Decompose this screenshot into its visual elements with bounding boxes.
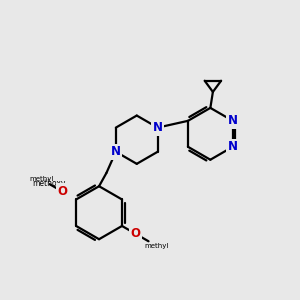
Text: N: N — [228, 114, 238, 127]
Text: N: N — [153, 121, 163, 134]
Text: N: N — [228, 140, 238, 153]
Text: methoxy: methoxy — [32, 179, 65, 188]
Text: O: O — [130, 227, 140, 240]
Text: O: O — [58, 185, 68, 198]
Text: methyl: methyl — [144, 243, 168, 249]
Text: N: N — [111, 145, 121, 158]
Text: O: O — [57, 185, 67, 198]
Text: methyl: methyl — [29, 176, 54, 182]
